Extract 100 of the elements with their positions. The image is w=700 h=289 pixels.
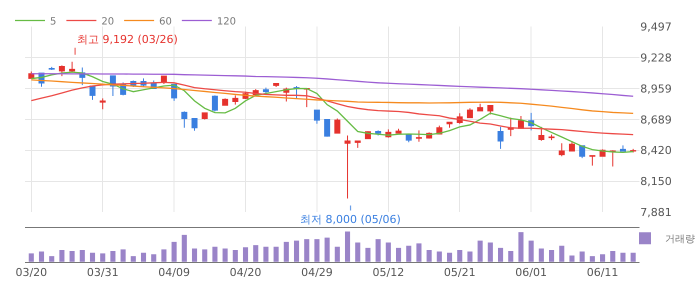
line-series xyxy=(30,73,634,97)
bar xyxy=(222,248,228,262)
bar xyxy=(365,248,370,262)
line-series xyxy=(30,72,634,154)
x-tick-label: 05/21 xyxy=(444,266,476,280)
bar xyxy=(38,252,44,262)
annotation: 최고 9,192 (03/26) xyxy=(77,33,178,46)
y-tick-label: 8,959 xyxy=(640,82,672,96)
candlestick xyxy=(466,108,473,118)
bar xyxy=(120,249,126,262)
bar xyxy=(416,243,422,262)
bar xyxy=(161,249,166,262)
legend-label: 20 xyxy=(101,16,114,28)
bar xyxy=(467,252,472,262)
x-tick-label: 06/11 xyxy=(586,266,618,280)
bar xyxy=(324,238,330,262)
candlestick xyxy=(69,61,76,73)
bar xyxy=(559,246,564,262)
bar xyxy=(110,250,116,262)
y-tick-label: 9,228 xyxy=(640,51,672,64)
text: 최저 8,000 (05/06) xyxy=(300,213,401,226)
bar xyxy=(508,250,514,262)
x-tick-label: 03/31 xyxy=(86,266,119,280)
bar xyxy=(192,248,198,262)
line-series xyxy=(30,82,634,136)
bar xyxy=(610,250,616,262)
bar xyxy=(620,252,626,262)
bar xyxy=(90,252,96,262)
candlestick xyxy=(58,64,65,77)
bar xyxy=(569,255,574,262)
candlestick xyxy=(262,87,269,94)
bar xyxy=(538,248,544,262)
candlestick xyxy=(548,134,555,141)
bar xyxy=(406,246,412,262)
bar xyxy=(242,247,248,262)
bar xyxy=(600,254,606,262)
x-tick-label: 03/20 xyxy=(15,266,48,280)
bar xyxy=(212,246,218,262)
candlestick xyxy=(498,126,504,150)
bar xyxy=(457,250,462,262)
bar xyxy=(396,248,402,262)
candlestick xyxy=(273,83,280,88)
candlestick xyxy=(100,98,106,110)
candlestick xyxy=(477,103,484,112)
candlestick xyxy=(344,135,351,200)
legend-label: 60 xyxy=(159,16,172,28)
bar xyxy=(355,242,360,262)
x-tick-label: 05/12 xyxy=(372,266,404,280)
bar xyxy=(549,250,554,262)
bar xyxy=(436,252,442,262)
y-tick-label: 7,881 xyxy=(640,206,672,220)
bar xyxy=(182,234,187,262)
candlestick xyxy=(508,117,514,137)
bar xyxy=(314,239,320,262)
bar xyxy=(232,250,238,262)
bar xyxy=(590,256,595,262)
line-series xyxy=(30,79,634,114)
bar xyxy=(59,250,64,262)
bar xyxy=(518,232,524,262)
candlestick xyxy=(538,126,544,142)
bar xyxy=(498,248,504,262)
bar xyxy=(70,250,75,262)
bar xyxy=(344,232,350,262)
y-tick-label: 8,420 xyxy=(640,144,672,158)
bar xyxy=(334,246,340,262)
y-tick-label: 8,150 xyxy=(640,175,672,188)
candlestick xyxy=(324,118,330,138)
candlestick xyxy=(222,98,228,106)
candlestick xyxy=(192,118,198,132)
legend-label: 5 xyxy=(50,16,56,28)
candlestick xyxy=(416,130,422,142)
bar xyxy=(386,242,391,262)
candlestick xyxy=(396,128,402,134)
bar xyxy=(172,242,177,262)
candlestick xyxy=(589,155,596,166)
bar xyxy=(580,252,585,262)
y-tick-label: 9,497 xyxy=(640,20,672,34)
bar xyxy=(478,240,483,262)
candlestick xyxy=(579,145,586,159)
legend-label: 120 xyxy=(216,16,236,28)
bar xyxy=(488,242,493,262)
bar xyxy=(426,250,432,262)
bar xyxy=(630,252,636,262)
bar xyxy=(151,254,156,262)
bar xyxy=(446,252,452,262)
candlestick xyxy=(232,94,238,106)
bar xyxy=(294,240,300,262)
bar xyxy=(202,249,208,262)
bar xyxy=(49,256,54,262)
candlestick xyxy=(90,86,96,100)
x-tick-label: 04/09 xyxy=(158,266,190,280)
bar xyxy=(274,246,279,262)
candlestick xyxy=(568,140,575,152)
bar xyxy=(253,245,258,262)
bar xyxy=(140,252,146,262)
candlestick xyxy=(446,122,453,128)
candlestick xyxy=(181,110,188,128)
candlestick xyxy=(620,144,626,152)
bar xyxy=(528,240,534,262)
candlestick xyxy=(160,76,167,84)
